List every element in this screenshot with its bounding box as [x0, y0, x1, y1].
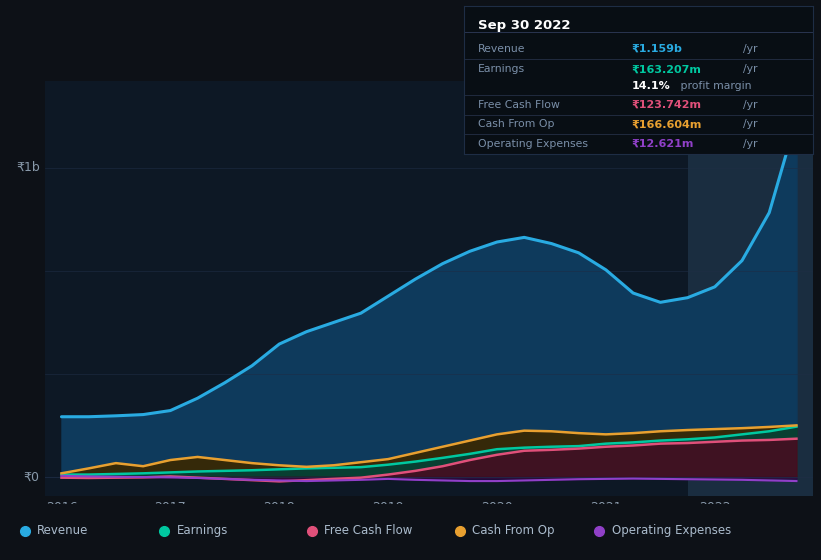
Text: ₹163.207m: ₹163.207m	[631, 64, 701, 74]
Text: Earnings: Earnings	[177, 524, 228, 538]
Text: Sep 30 2022: Sep 30 2022	[478, 19, 571, 32]
Text: Operating Expenses: Operating Expenses	[478, 139, 588, 148]
Text: Free Cash Flow: Free Cash Flow	[478, 100, 560, 110]
Text: Free Cash Flow: Free Cash Flow	[324, 524, 413, 538]
Text: ₹166.604m: ₹166.604m	[631, 119, 702, 129]
Text: 14.1%: 14.1%	[631, 81, 670, 91]
Text: ₹12.621m: ₹12.621m	[631, 139, 694, 148]
Text: /yr: /yr	[743, 119, 758, 129]
Text: /yr: /yr	[743, 100, 758, 110]
Text: ₹1.159b: ₹1.159b	[631, 44, 682, 54]
Text: ₹123.742m: ₹123.742m	[631, 100, 701, 110]
Text: Cash From Op: Cash From Op	[472, 524, 554, 538]
Text: /yr: /yr	[743, 44, 758, 54]
Text: Revenue: Revenue	[37, 524, 89, 538]
Bar	[687, 81, 813, 496]
Text: Cash From Op: Cash From Op	[478, 119, 554, 129]
Text: /yr: /yr	[743, 64, 758, 74]
Text: ₹1b: ₹1b	[16, 161, 39, 174]
Text: profit margin: profit margin	[677, 81, 751, 91]
Text: ₹0: ₹0	[24, 470, 39, 483]
Text: Operating Expenses: Operating Expenses	[612, 524, 731, 538]
Text: Revenue: Revenue	[478, 44, 525, 54]
Text: /yr: /yr	[743, 139, 758, 148]
Text: Earnings: Earnings	[478, 64, 525, 74]
